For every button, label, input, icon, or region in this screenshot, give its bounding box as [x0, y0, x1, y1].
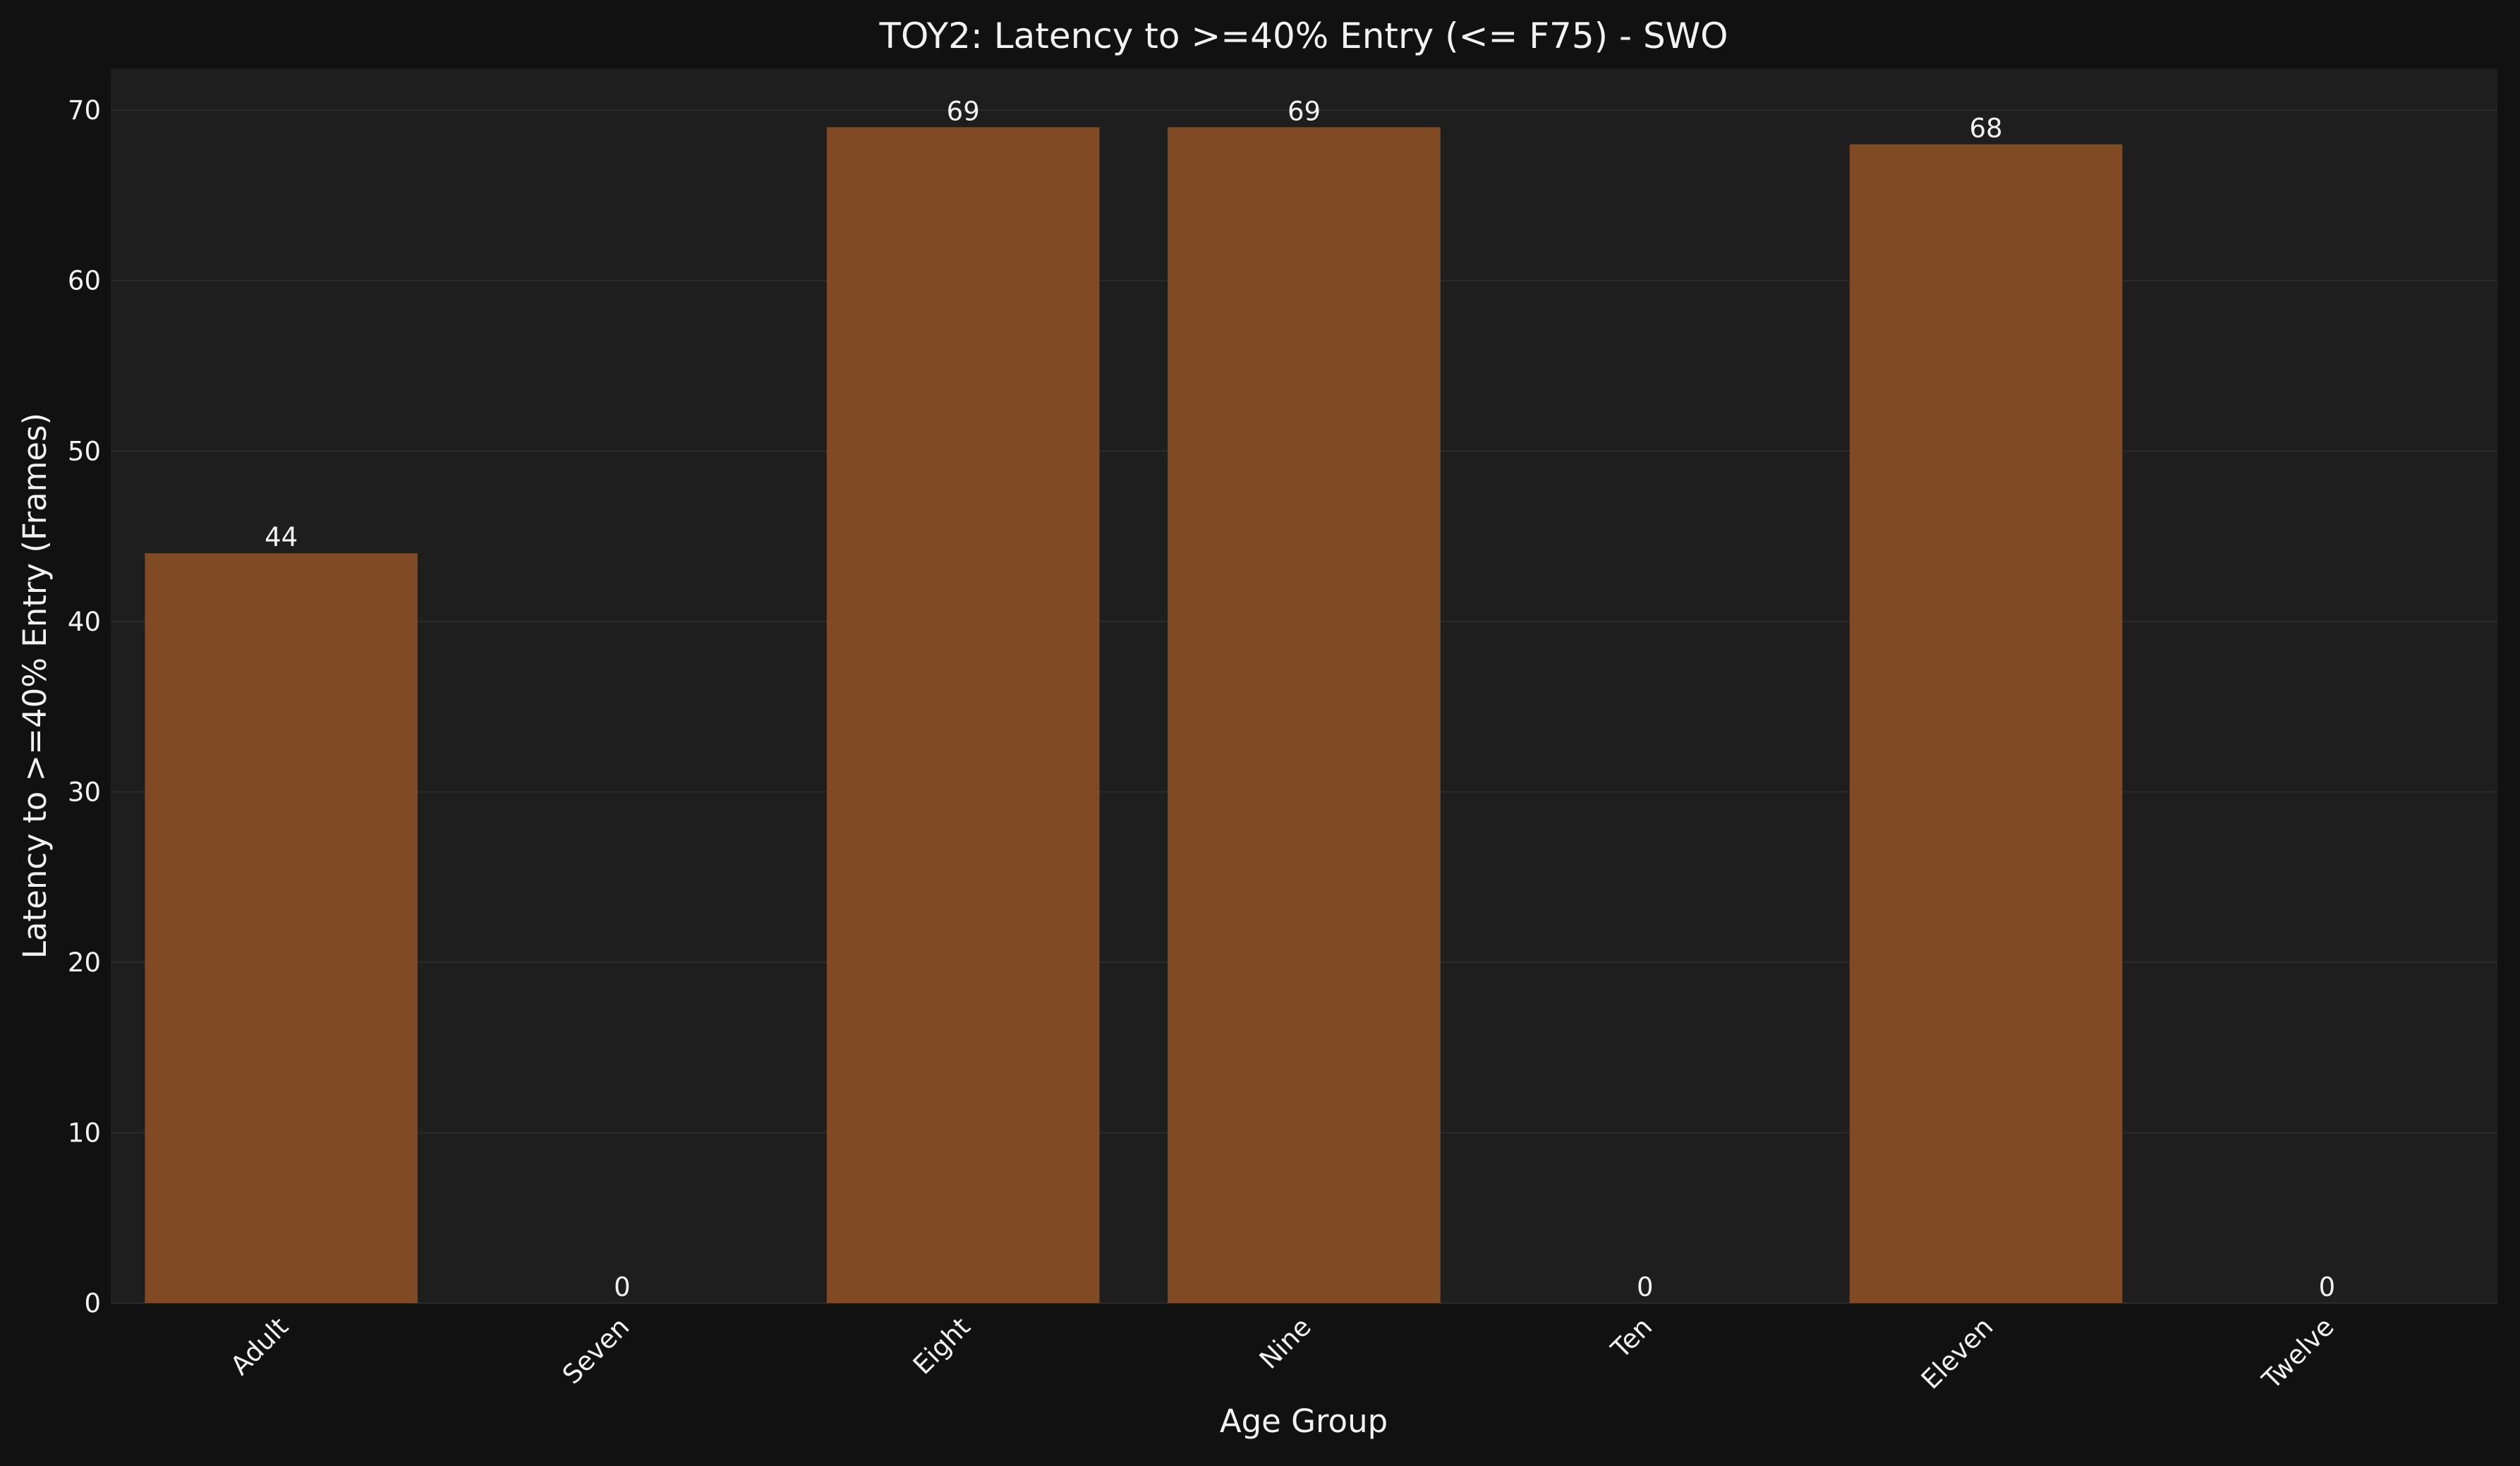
chart-title: TOY2: Latency to >=40% Entry (<= F75) - …	[878, 16, 1728, 56]
bar-eleven	[1849, 144, 2123, 1304]
data-label-twelve: 0	[2319, 1272, 2336, 1302]
y-tick-label: 30	[68, 777, 101, 807]
bars	[145, 127, 2123, 1304]
bar-nine	[1168, 127, 1441, 1303]
y-tick-label: 50	[68, 436, 101, 466]
bar-adult	[145, 553, 418, 1304]
y-tick-label: 70	[68, 95, 101, 126]
data-label-eleven: 68	[1970, 113, 2003, 143]
x-axis-label: Age Group	[1220, 1403, 1388, 1440]
y-tick-label: 10	[68, 1117, 101, 1148]
y-axis-label: Latency to >=40% Entry (Frames)	[16, 413, 54, 959]
y-tick-label: 60	[68, 266, 101, 296]
data-labels: 44 0 69 69 0 68 0	[265, 96, 2335, 1302]
data-label-eight: 69	[947, 96, 980, 126]
y-axis-ticks: 0 10 20 30 40 50 60 70	[68, 95, 101, 1319]
data-label-seven: 0	[614, 1272, 631, 1302]
y-tick-label: 40	[68, 607, 101, 637]
data-label-nine: 69	[1288, 96, 1321, 126]
data-label-adult: 44	[265, 522, 298, 552]
y-tick-label: 20	[68, 947, 101, 978]
y-tick-label: 0	[84, 1288, 101, 1319]
bar-eight	[826, 127, 1100, 1303]
data-label-ten: 0	[1637, 1272, 1654, 1302]
